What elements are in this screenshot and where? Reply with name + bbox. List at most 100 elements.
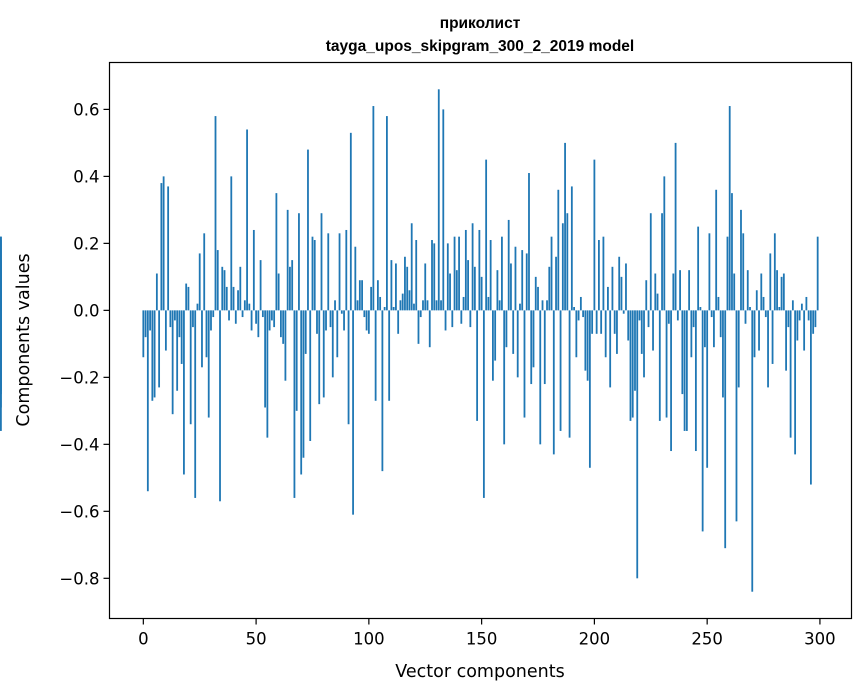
bar-64: [286, 209, 289, 311]
bar-131: [437, 89, 440, 311]
bar-101: [370, 286, 373, 311]
bar-122: [417, 310, 420, 344]
bar-201: [595, 310, 598, 334]
bar-282: [778, 307, 781, 311]
bar-47: [248, 303, 251, 311]
bar-168: [521, 250, 524, 311]
bar-298: [814, 310, 817, 328]
bar-159: [501, 236, 503, 311]
bar-12: [169, 310, 172, 328]
bar-216: [629, 310, 632, 421]
bar-245: [694, 310, 697, 452]
bar-145: [469, 310, 472, 328]
x-tick-label: 150: [466, 630, 498, 649]
bar-287: [789, 310, 792, 438]
bar-155: [492, 310, 494, 381]
bar-153: [487, 296, 490, 311]
bar-34: [219, 310, 221, 502]
bar-187: [564, 142, 566, 311]
bar-79: [320, 213, 323, 311]
bar-86: [336, 310, 339, 358]
bar-119: [410, 223, 413, 311]
bar-36: [223, 270, 226, 311]
bar-50: [255, 310, 257, 324]
bar-205: [604, 310, 607, 358]
bar-99: [365, 310, 368, 331]
bar-251: [708, 233, 711, 311]
bar-271: [753, 310, 756, 358]
bar-57: [270, 310, 273, 321]
bar-93: [352, 310, 354, 515]
bar-217: [631, 310, 634, 418]
bar-96: [358, 280, 361, 311]
bar-162: [507, 219, 510, 311]
y-tick-label: 0.6: [73, 100, 99, 119]
bar-178: [543, 310, 546, 385]
bar-233: [667, 310, 670, 324]
bar-278: [769, 253, 772, 311]
bar-140: [458, 236, 460, 311]
bar-276: [764, 310, 767, 318]
bar-7: [158, 310, 161, 388]
bar-143: [464, 229, 467, 311]
bar-32: [214, 116, 217, 311]
bar-40: [232, 286, 235, 311]
bar-97: [361, 280, 363, 311]
bar-66: [291, 260, 294, 311]
bar-191: [573, 307, 575, 311]
bar-15: [176, 310, 179, 391]
bar-48: [250, 310, 253, 331]
bar-132: [440, 300, 442, 311]
bar-235: [672, 273, 675, 311]
bar-82: [327, 233, 330, 311]
bar-154: [489, 240, 492, 311]
bar-288: [791, 300, 794, 311]
bar-63: [284, 310, 287, 381]
bar-292: [800, 303, 803, 311]
bar-135: [446, 243, 449, 311]
y-tick-label: −0.8: [59, 569, 99, 588]
bar-238: [679, 270, 681, 311]
y-tick-label: −0.2: [59, 368, 99, 387]
bar-176: [539, 310, 542, 445]
bar-256: [719, 310, 722, 338]
bar-16: [178, 310, 181, 338]
bar-11: [167, 186, 170, 311]
bar-299: [816, 236, 819, 311]
bar-109: [388, 310, 391, 401]
bar-258: [724, 310, 727, 549]
bar-70: [300, 310, 303, 475]
bar-185: [559, 310, 562, 431]
bar-133: [442, 109, 445, 311]
bar-274: [760, 273, 763, 311]
bar-92: [349, 132, 352, 311]
bar-221: [640, 310, 643, 354]
x-tick-label: 200: [579, 630, 611, 649]
bar-151: [482, 310, 485, 498]
bar-1: [144, 310, 147, 338]
bar-116: [404, 256, 406, 311]
bar-228: [656, 293, 659, 311]
bar-247: [699, 307, 702, 311]
bar-277: [767, 310, 769, 388]
bar-225: [649, 213, 652, 311]
bar-10: [164, 310, 167, 351]
bar-117: [406, 266, 409, 311]
bar-74: [309, 310, 312, 441]
bar-129: [433, 243, 436, 311]
bar-98: [363, 310, 366, 318]
bar-118: [408, 290, 411, 311]
bar-293: [803, 310, 806, 351]
bar-229: [658, 310, 661, 421]
bar-195: [582, 310, 585, 318]
bar-6: [155, 273, 158, 311]
bar-295: [807, 310, 810, 321]
bar-90: [345, 229, 348, 311]
bar-123: [419, 310, 422, 318]
bar-42: [237, 290, 239, 311]
bar-177: [541, 300, 544, 311]
bar-53: [261, 310, 264, 318]
bar-39: [230, 176, 233, 311]
bar-265: [740, 209, 742, 311]
